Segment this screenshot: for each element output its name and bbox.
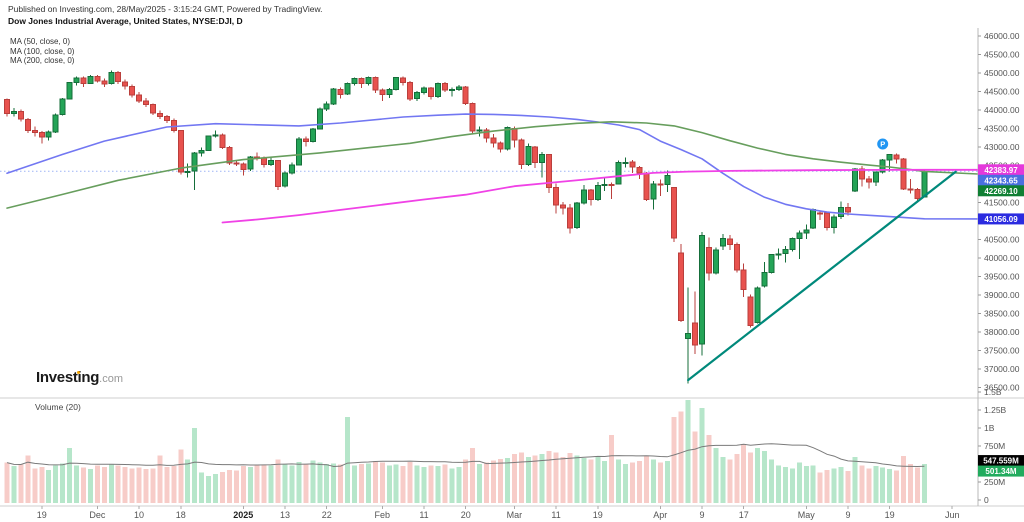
svg-text:750M: 750M [984,441,1005,451]
svg-text:41056.09: 41056.09 [984,215,1018,224]
ma50-line[interactable] [6,113,979,220]
svg-text:44000.00: 44000.00 [984,105,1020,115]
volume-ma-line [6,443,925,468]
svg-text:May: May [798,510,816,520]
svg-text:10: 10 [134,510,144,520]
date-axis[interactable]: 19 Dec 10 18 2025 13 22 Feb 11 20 Mar 11 19 Apr 9 17 May… [37,506,960,520]
price-badge: 42343.65 [978,174,1024,186]
svg-text:22: 22 [322,510,332,520]
right-axis-panel [978,0,1024,506]
svg-text:1B: 1B [984,423,995,433]
svg-text:17: 17 [739,510,749,520]
svg-text:9: 9 [699,510,704,520]
ma100-legend-label[interactable]: MA (100, close, 0) [10,46,75,56]
svg-text:19: 19 [37,510,47,520]
ma200-legend-label[interactable]: MA (200, close, 0) [10,56,75,65]
svg-text:P: P [880,140,885,149]
svg-text:547.559M: 547.559M [983,457,1019,466]
trend-line[interactable] [686,170,957,382]
svg-text:40000.00: 40000.00 [984,253,1020,263]
ma100-line[interactable] [6,121,979,209]
svg-text:39000.00: 39000.00 [984,290,1020,300]
svg-text:250M: 250M [984,477,1005,487]
svg-text:45000.00: 45000.00 [984,68,1020,78]
svg-text:Jun: Jun [945,510,960,520]
svg-text:Mar: Mar [507,510,523,520]
svg-text:40500.00: 40500.00 [984,235,1020,245]
svg-text:43500.00: 43500.00 [984,124,1020,134]
svg-text:Apr: Apr [653,510,667,520]
logo-orange-dot-icon [77,370,80,374]
svg-text:20: 20 [461,510,471,520]
published-line: Published on Investing.com, 28/May/2025 … [8,4,323,14]
svg-text:501.34M: 501.34M [985,467,1016,476]
svg-text:1.25B: 1.25B [984,405,1007,415]
svg-text:44500.00: 44500.00 [984,87,1020,97]
svg-text:11: 11 [419,510,428,520]
volume-indicator-label[interactable]: Volume (20) [35,402,81,412]
instrument-title: Dow Jones Industrial Average, United Sta… [8,16,243,26]
svg-text:18: 18 [176,510,186,520]
volume-badge: 501.34M [978,465,1024,477]
investing-logo-text: Investing [36,369,100,386]
volume-badge: 547.559M [978,455,1024,467]
svg-text:38000.00: 38000.00 [984,327,1020,337]
svg-text:41500.00: 41500.00 [984,198,1020,208]
svg-text:2025: 2025 [233,510,253,520]
svg-text:42383.97: 42383.97 [984,166,1018,175]
ma50-legend-label[interactable]: MA (50, close, 0) [10,37,71,46]
svg-text:Dec: Dec [89,510,106,520]
svg-text:37500.00: 37500.00 [984,346,1020,356]
svg-text:43000.00: 43000.00 [984,142,1020,152]
svg-text:37000.00: 37000.00 [984,364,1020,374]
svg-text:13: 13 [280,510,290,520]
svg-text:42343.65: 42343.65 [984,176,1018,185]
price-badge: 41056.09 [978,213,1024,225]
svg-text:9: 9 [845,510,850,520]
svg-text:38500.00: 38500.00 [984,309,1020,319]
investing-logo: Investing.com [36,369,123,387]
svg-text:46000.00: 46000.00 [984,31,1020,41]
volume-axis[interactable]: 1.5B 1.25B 1B 750M 250M 0 [978,387,1007,505]
svg-text:11: 11 [551,510,560,520]
svg-text:39500.00: 39500.00 [984,272,1020,282]
candles[interactable] [4,70,928,384]
svg-text:42269.10: 42269.10 [984,187,1018,196]
price-badge: 42269.10 [978,185,1024,197]
price-badge: 42383.97 [978,164,1024,176]
ma-legend[interactable]: MA (50, close, 0) MA (100, close, 0) MA … [10,37,74,66]
svg-text:36500.00: 36500.00 [984,383,1020,393]
investing-logo-suffix: .com [99,373,123,385]
svg-text:45500.00: 45500.00 [984,50,1020,60]
volume-bars[interactable] [4,399,927,503]
svg-text:19: 19 [885,510,895,520]
svg-text:0: 0 [984,495,989,505]
svg-text:19: 19 [593,510,603,520]
svg-text:Feb: Feb [375,510,391,520]
pivot-marker-icon[interactable]: P [877,138,889,150]
svg-text:1.5B: 1.5B [984,387,1002,397]
ma200-line[interactable] [221,168,979,224]
